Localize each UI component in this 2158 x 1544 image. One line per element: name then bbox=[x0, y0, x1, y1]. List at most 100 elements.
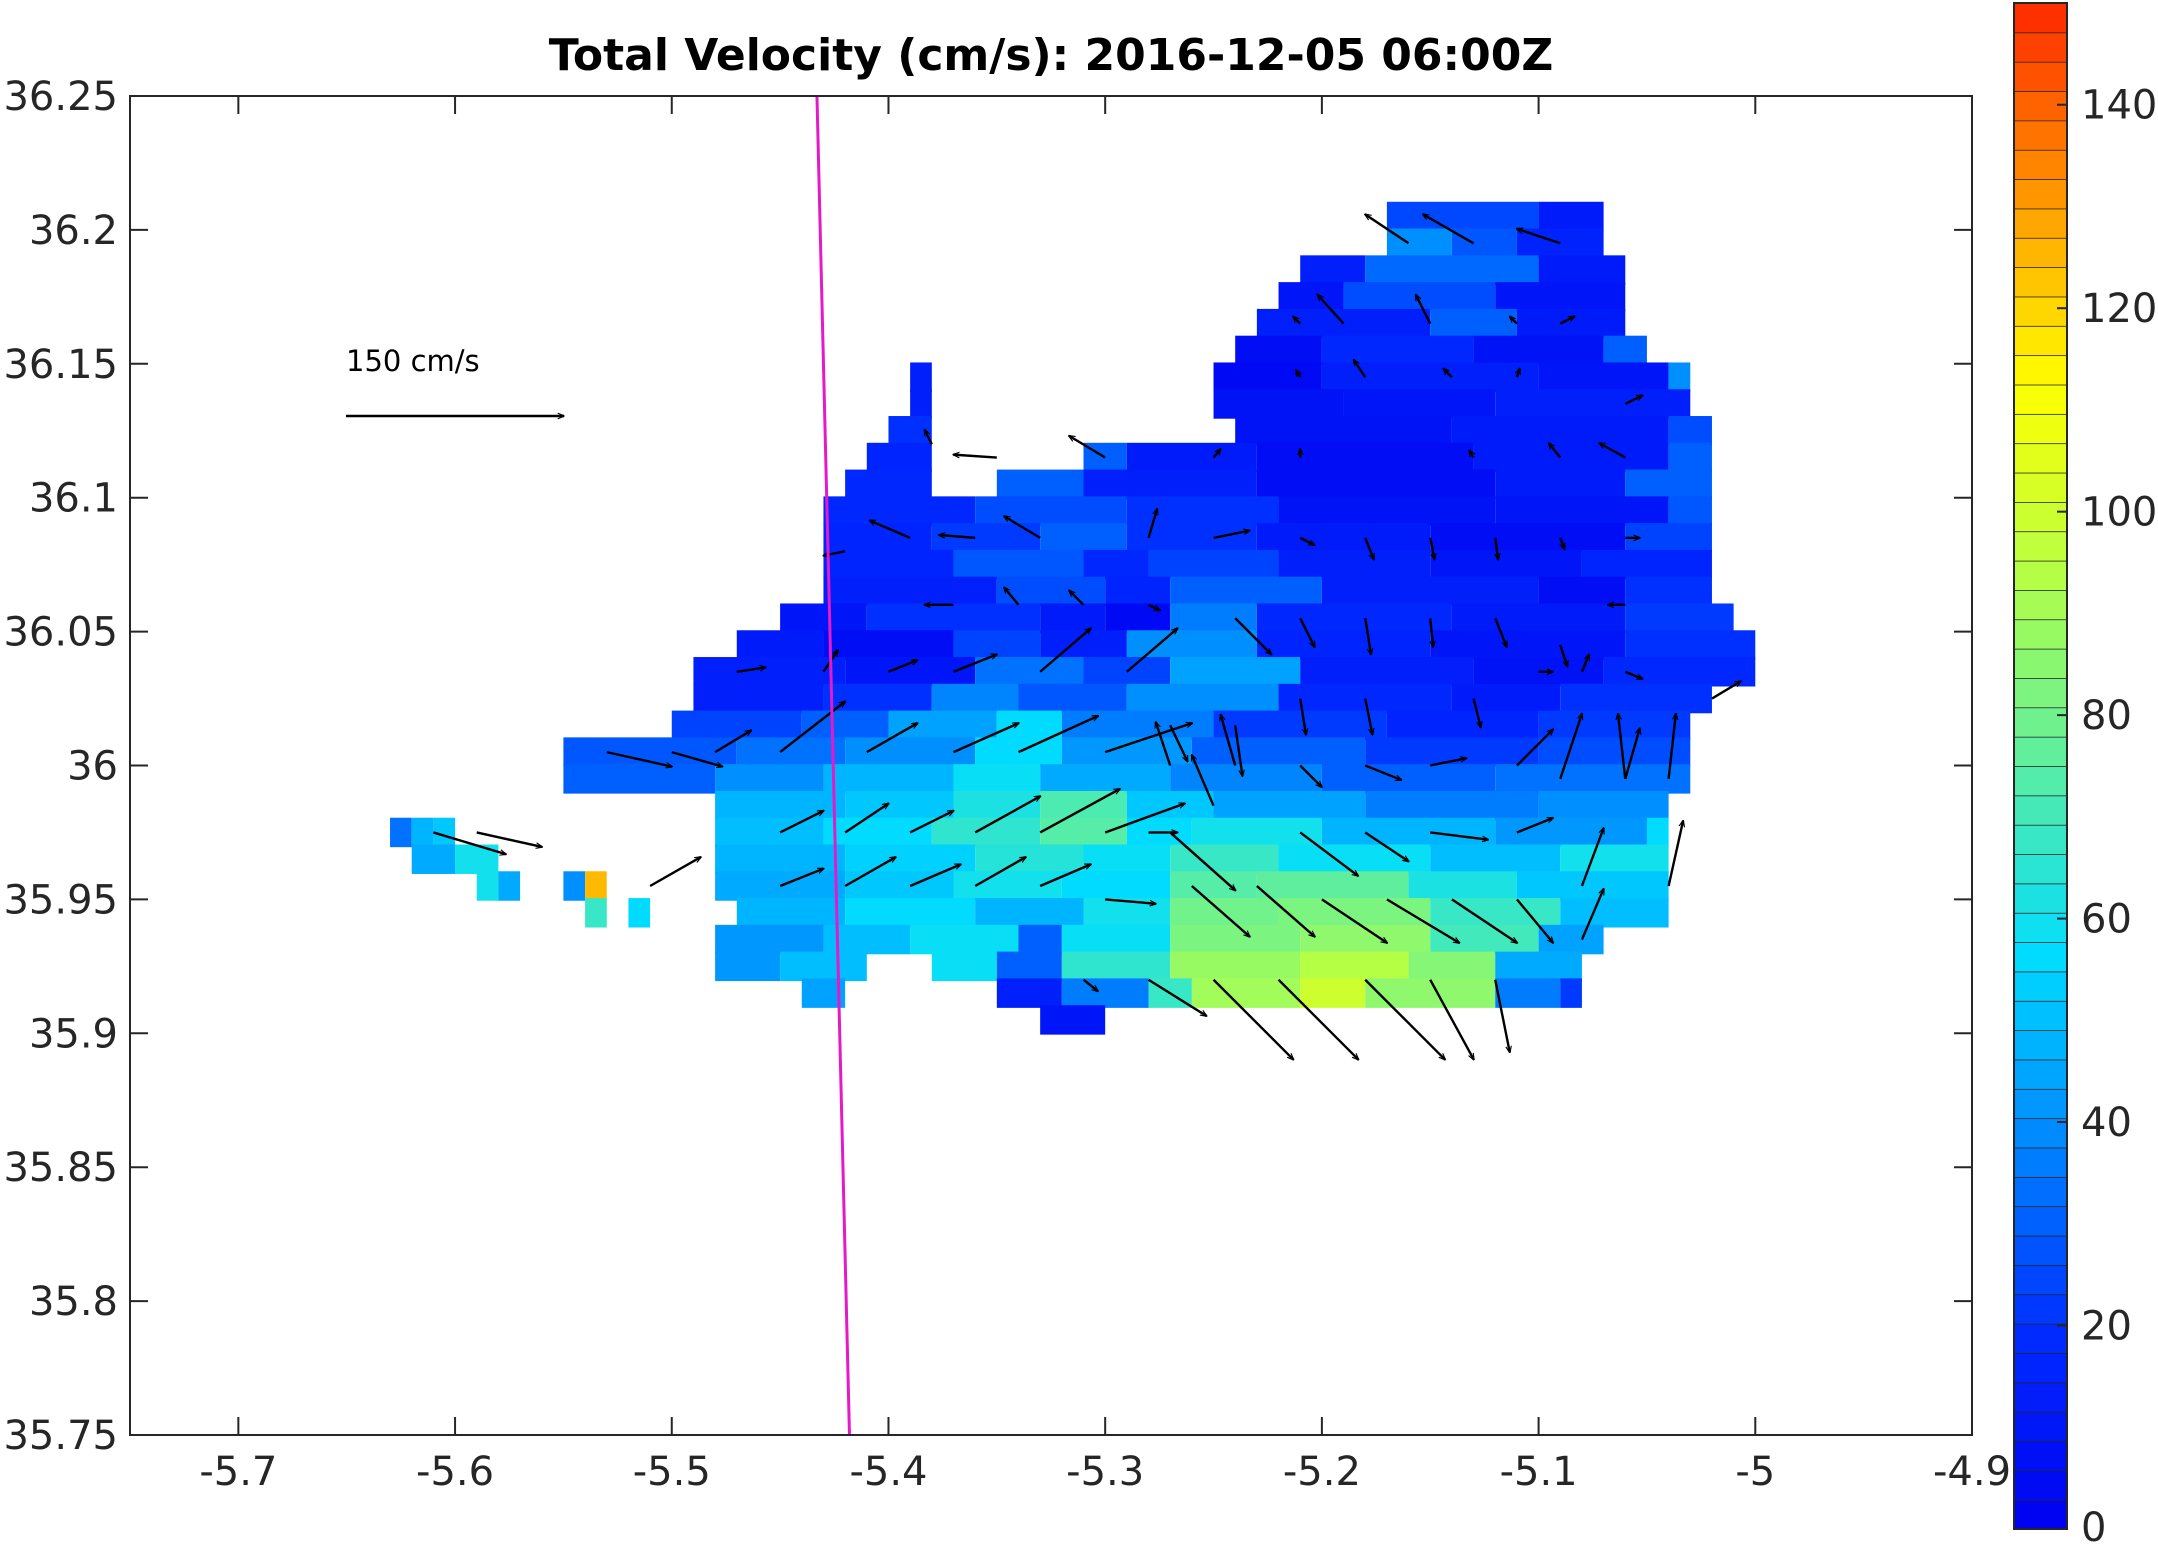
velocity-cell bbox=[1126, 790, 1214, 821]
velocity-cell bbox=[1321, 817, 1496, 848]
colorbar-band bbox=[2013, 530, 2068, 562]
colorbar-band bbox=[2013, 765, 2068, 797]
colorbar-band bbox=[2013, 941, 2068, 973]
overlay-line bbox=[815, 96, 851, 1435]
vector-layer bbox=[433, 214, 1741, 1059]
velocity-vector bbox=[1517, 229, 1561, 245]
velocity-cell bbox=[953, 549, 1084, 580]
colorbar-band bbox=[2013, 354, 2068, 386]
colorbar-band bbox=[2013, 677, 2068, 709]
velocity-vector bbox=[1516, 729, 1553, 767]
velocity-cell bbox=[1126, 442, 1257, 473]
velocity-cell bbox=[1495, 469, 1626, 500]
velocity-vector bbox=[1317, 295, 1345, 325]
colorbar-band bbox=[2013, 1029, 2068, 1061]
velocity-cell bbox=[1278, 549, 1431, 580]
colorbar-band bbox=[2013, 472, 2068, 503]
y-tick-label: 35.95 bbox=[3, 877, 118, 923]
velocity-cell bbox=[715, 817, 824, 848]
velocity-vector bbox=[1169, 724, 1189, 761]
velocity-cell bbox=[1300, 255, 1366, 285]
colorbar-band bbox=[2013, 442, 2068, 474]
velocity-cell bbox=[866, 442, 932, 473]
velocity-vector bbox=[1494, 979, 1510, 1053]
velocity-cell bbox=[996, 710, 1062, 741]
velocity-cell bbox=[1538, 790, 1669, 821]
velocity-cell bbox=[823, 817, 932, 848]
velocity-vector bbox=[1472, 698, 1481, 728]
velocity-cell bbox=[1126, 683, 1279, 714]
velocity-vector bbox=[779, 701, 845, 754]
velocity-vector bbox=[953, 455, 997, 459]
velocity-vector bbox=[1430, 831, 1488, 839]
velocity-cell bbox=[1516, 308, 1626, 339]
colorbar-band bbox=[2013, 1000, 2068, 1032]
velocity-cell bbox=[1625, 469, 1712, 500]
velocity-cell bbox=[780, 603, 867, 633]
velocity-cell bbox=[1148, 549, 1279, 580]
colorbar-band bbox=[2013, 1323, 2068, 1354]
colorbar-band bbox=[2013, 824, 2068, 855]
velocity-vector bbox=[1126, 628, 1178, 673]
velocity-vector bbox=[433, 831, 506, 854]
x-tick-label: -5.4 bbox=[849, 1449, 927, 1495]
velocity-cell bbox=[823, 549, 954, 580]
velocity-cell bbox=[1581, 549, 1712, 580]
velocity-cell bbox=[1040, 790, 1127, 821]
velocity-vector bbox=[1451, 898, 1517, 943]
velocity-vector bbox=[1354, 360, 1367, 378]
velocity-cell bbox=[1300, 924, 1431, 955]
velocity-cell bbox=[736, 630, 824, 660]
y-tick-label: 35.9 bbox=[29, 1011, 118, 1057]
velocity-cell bbox=[1451, 683, 1561, 714]
velocity-vector bbox=[1364, 618, 1371, 654]
velocity-cell bbox=[1451, 228, 1517, 259]
velocity-vector bbox=[1293, 316, 1302, 325]
velocity-cell bbox=[1603, 335, 1647, 366]
reference-arrow-label: 150 cm/s bbox=[346, 344, 480, 378]
velocity-cell bbox=[1256, 523, 1431, 553]
velocity-vector bbox=[1234, 725, 1242, 776]
velocity-cell bbox=[780, 951, 867, 982]
velocity-vector bbox=[974, 857, 1026, 888]
velocity-cell bbox=[1278, 282, 1344, 312]
colorbar-band bbox=[2013, 61, 2068, 92]
velocity-cell bbox=[1430, 844, 1561, 874]
colorbar-band bbox=[2013, 1264, 2068, 1296]
velocity-cell bbox=[1213, 710, 1387, 741]
velocity-cell bbox=[1191, 817, 1322, 848]
velocity-vector bbox=[1599, 443, 1626, 459]
velocity-cell bbox=[1495, 496, 1669, 526]
colorbar-band bbox=[2013, 501, 2068, 533]
velocity-cell bbox=[1083, 549, 1149, 580]
velocity-cell bbox=[1495, 282, 1626, 312]
velocity-vector bbox=[869, 519, 911, 539]
colorbar-band bbox=[2013, 1205, 2068, 1237]
velocity-cell bbox=[1018, 683, 1127, 714]
velocity-cell bbox=[845, 898, 976, 928]
velocity-cell bbox=[823, 683, 932, 714]
velocity-cell bbox=[1278, 496, 1496, 526]
velocity-cell bbox=[1213, 362, 1322, 392]
velocity-vector bbox=[1256, 885, 1315, 937]
velocity-vector bbox=[1430, 758, 1466, 767]
reference-arrow: 150 cm/s bbox=[346, 344, 564, 416]
x-tick-label: -5.6 bbox=[416, 1449, 494, 1495]
velocity-cell bbox=[1538, 924, 1604, 955]
velocity-vector bbox=[1624, 728, 1640, 780]
velocity-vector bbox=[1190, 755, 1215, 807]
velocity-cell bbox=[1473, 442, 1669, 473]
velocity-cell bbox=[1321, 362, 1539, 392]
colorbar-band bbox=[2013, 1147, 2068, 1178]
x-tick-label: -5.2 bbox=[1283, 1449, 1361, 1495]
velocity-vector bbox=[1494, 537, 1498, 560]
y-tick-label: 35.85 bbox=[3, 1145, 118, 1191]
velocity-vector bbox=[714, 730, 751, 754]
velocity-cell bbox=[1300, 657, 1474, 687]
velocity-vector bbox=[1469, 450, 1473, 459]
velocity-cell bbox=[1668, 362, 1691, 392]
y-tick-label: 35.8 bbox=[29, 1279, 118, 1325]
velocity-cell bbox=[953, 790, 1041, 821]
velocity-vector bbox=[606, 750, 672, 767]
